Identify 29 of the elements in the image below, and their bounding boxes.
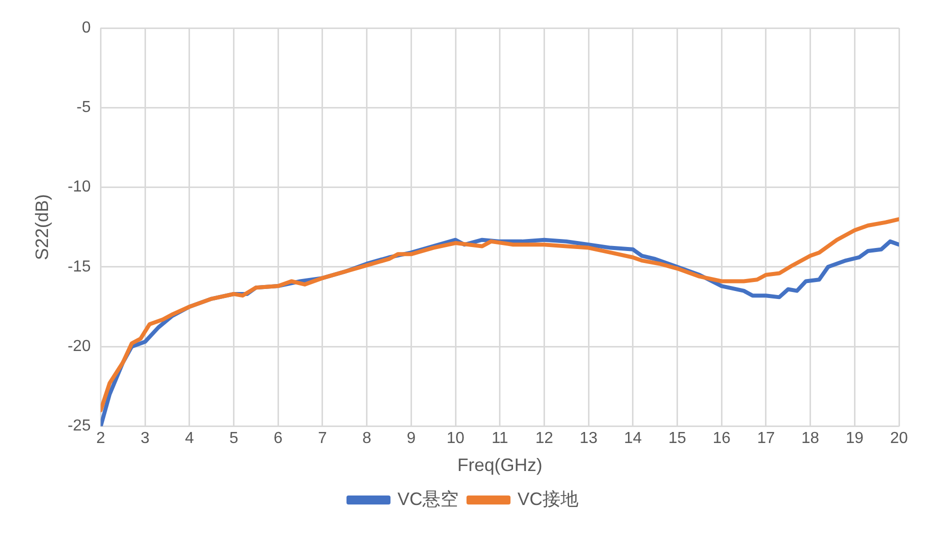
- legend-label: VC悬空: [397, 488, 459, 509]
- x-tick-label: 15: [668, 430, 686, 448]
- x-tick-label: 7: [318, 430, 328, 448]
- x-tick-label: 17: [757, 430, 775, 448]
- y-axis-title: S22(dB): [32, 194, 52, 260]
- x-tick-label: 3: [140, 430, 150, 448]
- x-tick-label: 11: [492, 430, 508, 448]
- x-tick-label: 19: [846, 430, 864, 448]
- x-tick-label: 9: [406, 430, 416, 448]
- x-tick-label: 8: [362, 430, 372, 448]
- x-tick-label: 6: [274, 430, 283, 448]
- x-tick-label: 4: [184, 430, 194, 448]
- y-tick-label: -5: [76, 99, 91, 116]
- x-axis-title: Freq(GHz): [457, 455, 542, 476]
- x-tick-label: 14: [624, 430, 642, 448]
- x-tick-label: 5: [229, 430, 238, 448]
- x-tick-label: 18: [801, 430, 820, 448]
- y-tick-label: -15: [68, 258, 91, 276]
- x-tick-label: 13: [580, 430, 598, 448]
- x-tick-label: 20: [890, 430, 908, 448]
- x-tick-label: 10: [446, 430, 465, 448]
- legend-label: VC接地: [518, 488, 579, 509]
- y-tick-label: -10: [68, 178, 91, 196]
- y-tick-label: -20: [68, 338, 91, 355]
- x-tick-label: 12: [535, 430, 554, 448]
- x-tick-label: 16: [712, 430, 731, 448]
- x-tick-label: 2: [96, 430, 106, 448]
- y-tick-label: 0: [82, 19, 91, 36]
- y-tick-label: -25: [68, 418, 91, 435]
